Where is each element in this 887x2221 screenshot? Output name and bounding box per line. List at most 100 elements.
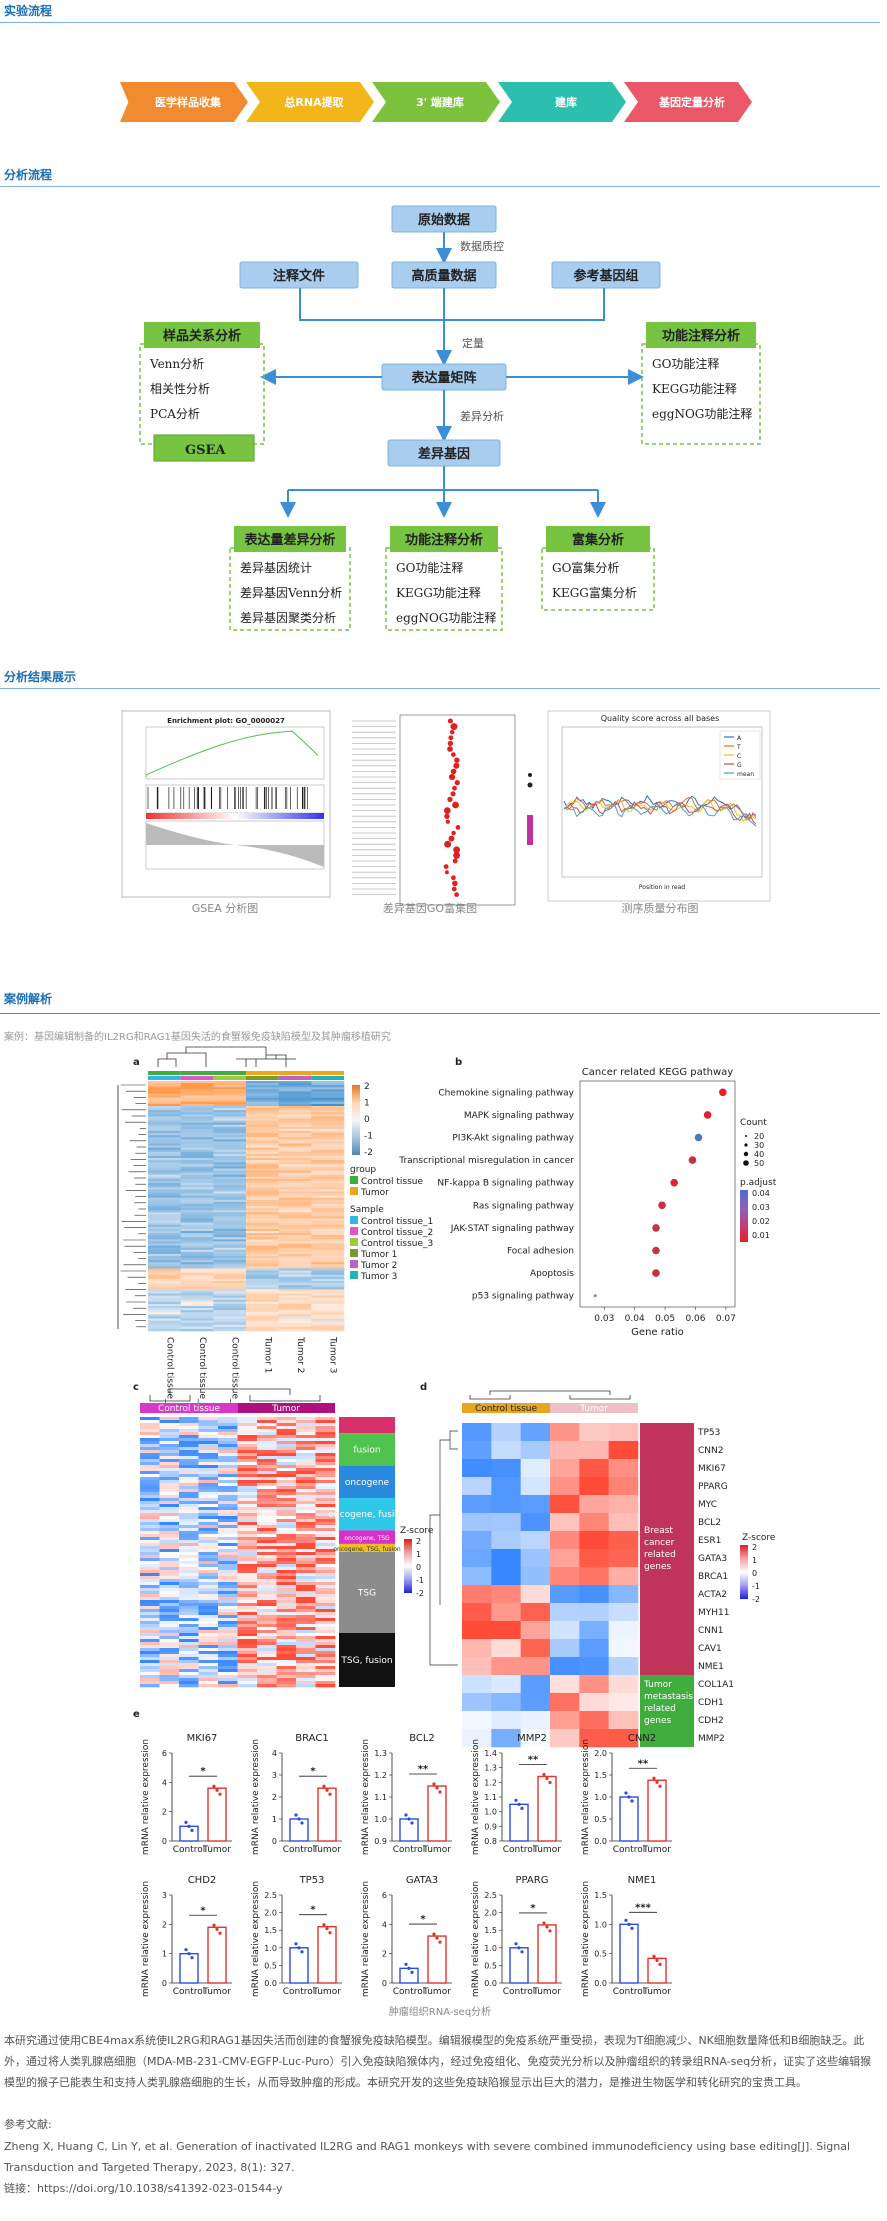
expr-diff-header (234, 526, 346, 552)
panel-a-scale-tick: 2 (364, 1082, 370, 1092)
panel-a-scale-tick: 0 (364, 1115, 370, 1125)
func-annotation-2-item: KEGG功能注释 (396, 585, 481, 600)
panel-e-bar (317, 1925, 337, 1984)
func-annotation-2-item: GO功能注释 (396, 560, 463, 575)
panel-e-ytick: 0 (272, 1837, 277, 1846)
panel-e-ytick: 2 (272, 1793, 277, 1802)
expr-diff-item: 差异基因统计 (240, 561, 312, 575)
enrichment-header (546, 526, 650, 552)
panel-a-xlabel: Control tissue_1 (197, 1337, 207, 1409)
workflow-step-label: 建库 (555, 95, 577, 109)
panel-e-ytick: 1.0 (264, 1944, 277, 1953)
panel-e-xlabel: Tumor (642, 1987, 671, 1997)
panel-e-ylabel: mRNA relative expression (361, 1739, 371, 1855)
panel-e-ytick: 6 (162, 1749, 167, 1758)
panel-e-ytick: 1 (162, 1950, 167, 1959)
panel-e-xlabel: Control (613, 1987, 646, 1997)
panel-e-bar (207, 1787, 227, 1842)
panel-e-ytick: 0.5 (484, 1961, 497, 1970)
quality-legend-item: mean (737, 771, 754, 778)
panel-b-dot (652, 1246, 660, 1255)
ref-genome-box (551, 261, 661, 289)
panel-e-ytick: 4 (272, 1749, 277, 1758)
panel-e-ylabel: mRNA relative expression (251, 1881, 261, 1997)
panel-b-ylabel: Apoptosis (530, 1269, 574, 1279)
panel-a-scale-tick: -1 (364, 1132, 373, 1142)
panel-d-group2-label: genes (644, 1716, 671, 1726)
section-title-results: 分析结果展示 (4, 670, 77, 684)
panel-c-category (339, 1417, 395, 1434)
panel-a-xlabel: Control tissue_3 (230, 1337, 240, 1409)
panel-e-ytick: 1.0 (484, 1944, 497, 1953)
panel-e-ytick: 0.0 (484, 1979, 497, 1988)
section-title-experiment: 实验流程 (4, 4, 53, 18)
panel-c-category-label: oncogene, fusion (328, 1510, 405, 1520)
panel-a-sample-item: Tumor 1 (360, 1250, 397, 1260)
panel-d-gene-label: MKI67 (698, 1464, 726, 1474)
caption-quality: 测序质量分布图 (621, 902, 699, 915)
panel-c-heatmap: Control tissue Tumor fusion oncogene oncogen… (140, 1388, 434, 1688)
panel-d-gene-label: BCL2 (698, 1518, 721, 1528)
caption-go: 差异基因GO富集图 (382, 902, 478, 915)
panel-e-ytick: 0 (162, 1837, 167, 1846)
panel-d-gene-label: NME1 (698, 1662, 724, 1672)
panel-e-gene-title: CNN2 (628, 1733, 656, 1744)
panel-e-ytick: 0.9 (374, 1837, 387, 1846)
case-intro: 案例：基因编辑制备的IL2RG和RAG1基因失活的食蟹猴免疫缺陷模型及其肿瘤移植… (4, 1032, 391, 1043)
panel-b-xtick: 0.03 (594, 1314, 614, 1324)
section-title-case: 案例解析 (4, 992, 53, 1006)
section-divider (0, 186, 880, 187)
workflow-step-arrow (624, 82, 752, 122)
workflow-step-label: 3' 端建库 (416, 95, 464, 109)
panel-e-bar (399, 1818, 419, 1842)
panel-e-ytick: 1.0 (594, 1793, 607, 1802)
panel-e-significance: * (530, 1903, 536, 1914)
expr-matrix-box-label: 表达量矩阵 (410, 370, 476, 386)
caption-gsea: GSEA 分析图 (191, 902, 259, 915)
enrichment-box (541, 547, 655, 611)
panel-e-ytick: 1.5 (484, 1926, 497, 1935)
panel-b-ylabel: NF-kappa B signaling pathway (437, 1179, 574, 1189)
panel-e-significance: * (310, 1766, 316, 1777)
panel-c-category (339, 1633, 395, 1687)
figure-caption: 肿瘤组织RNA-seq分析 (388, 2007, 492, 2018)
panel-e-ytick: 2.5 (484, 1891, 497, 1900)
panel-d-group2-label: related (644, 1704, 676, 1714)
panel-b-dot (658, 1201, 666, 1210)
panel-a-sample-item: Control tissue_3 (361, 1239, 433, 1249)
panel-e-xlabel: Control (393, 1845, 426, 1855)
panel-d-zscore-tick: 2 (752, 1543, 757, 1552)
panel-b-xlabel: Gene ratio (631, 1327, 684, 1338)
sample-relation-header (144, 322, 260, 348)
panel-e-bar (399, 1967, 419, 1984)
panel-c-zscore-tick: -1 (416, 1576, 424, 1585)
panel-b-count-item: 20 (754, 1132, 764, 1141)
panel-e-ytick: 2 (162, 1920, 167, 1929)
annotation-box-label: 注释文件 (273, 268, 325, 284)
panel-d-group1-label: Breast (644, 1526, 673, 1536)
panel-e-xlabel: Tumor (642, 1845, 671, 1855)
panel-c-category (339, 1552, 395, 1633)
panel-d-gene-label: MMP2 (698, 1734, 725, 1744)
panel-a-sample-item: Control tissue_2 (361, 1228, 433, 1238)
panel-a-group-title: group (350, 1165, 376, 1175)
panel-e-xlabel: Tumor (202, 1845, 231, 1855)
func-annotation-item: KEGG功能注释 (652, 381, 737, 396)
sample-relation-item: PCA分析 (150, 407, 200, 421)
panel-d-header: Tumor (579, 1404, 608, 1414)
panel-c-category-label: oncogene (345, 1478, 390, 1488)
enrichment-item: GO富集分析 (552, 560, 619, 575)
panel-e-bar (289, 1818, 309, 1842)
reference-link[interactable]: 链接：https://doi.org/10.1038/s41392-023-01… (4, 2182, 283, 2195)
panel-e-ytick: 0.8 (484, 1837, 497, 1846)
panel-d-gene-label: MYC (698, 1500, 717, 1510)
panel-b-count-item: 50 (754, 1159, 764, 1168)
panel-d-zscore-tick: -1 (752, 1582, 760, 1591)
panel-b-ylabel: Chemokine signaling pathway (438, 1088, 574, 1098)
panel-e-xlabel: Control (173, 1845, 206, 1855)
panel-e-ytick: 0.9 (484, 1822, 497, 1831)
func-annotation-2-item: eggNOG功能注释 (396, 610, 496, 625)
panel-e-ytick: 2.0 (594, 1749, 607, 1758)
panel-e-significance: * (200, 1905, 206, 1916)
